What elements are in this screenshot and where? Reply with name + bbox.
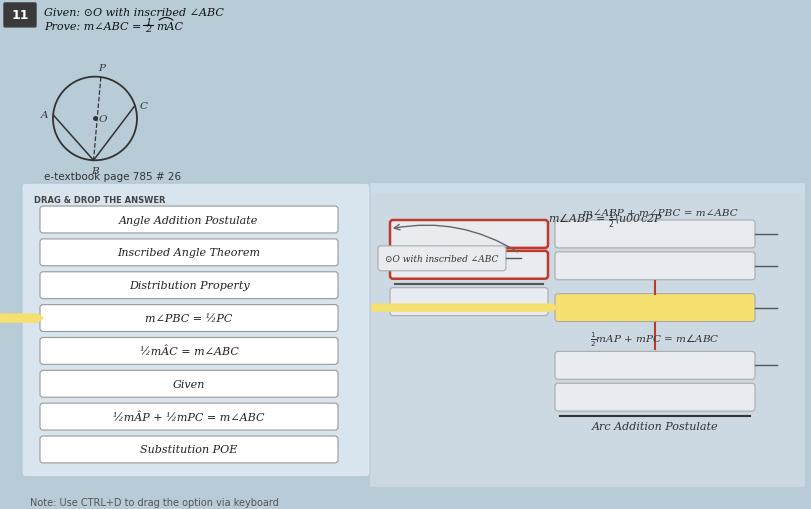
FancyBboxPatch shape	[40, 436, 337, 463]
Text: m∠PBC = ½PC: m∠PBC = ½PC	[145, 314, 233, 323]
FancyBboxPatch shape	[389, 251, 547, 279]
FancyBboxPatch shape	[554, 352, 754, 380]
Text: Inscribed Angle Theorem: Inscribed Angle Theorem	[118, 248, 260, 258]
FancyBboxPatch shape	[554, 294, 754, 322]
FancyBboxPatch shape	[370, 184, 804, 482]
FancyBboxPatch shape	[40, 239, 337, 266]
Text: m∠ABP + m∠PBC = m∠ABC: m∠ABP + m∠PBC = m∠ABC	[582, 209, 736, 218]
FancyArrow shape	[371, 304, 556, 312]
Text: ½mÂP + ½mPC = m∠ABC: ½mÂP + ½mPC = m∠ABC	[113, 412, 264, 422]
Text: 1: 1	[144, 18, 151, 27]
Text: C: C	[139, 102, 148, 111]
Text: O: O	[99, 115, 107, 124]
Text: Note: Use CTRL+D to drag the option via keyboard: Note: Use CTRL+D to drag the option via …	[30, 497, 278, 507]
FancyArrow shape	[0, 315, 43, 322]
Text: DRAG & DROP THE ANSWER: DRAG & DROP THE ANSWER	[34, 196, 165, 205]
FancyBboxPatch shape	[22, 184, 370, 477]
FancyBboxPatch shape	[389, 220, 547, 248]
FancyBboxPatch shape	[554, 383, 754, 411]
Text: Given: ⊙O with inscribed ∠ABC: Given: ⊙O with inscribed ∠ABC	[44, 8, 224, 18]
FancyBboxPatch shape	[4, 4, 36, 28]
Text: Substitution POE: Substitution POE	[140, 444, 238, 455]
Text: ⊙O with inscribed ∠ABC: ⊙O with inscribed ∠ABC	[385, 254, 498, 263]
Text: m$\angle$ABP = $\frac{1}{2}$\u00c2P: m$\angle$ABP = $\frac{1}{2}$\u00c2P	[547, 209, 662, 230]
FancyBboxPatch shape	[389, 288, 547, 316]
Text: mAC: mAC	[156, 22, 182, 32]
FancyBboxPatch shape	[40, 207, 337, 234]
FancyBboxPatch shape	[554, 220, 754, 248]
Text: Given: Given	[173, 379, 205, 389]
FancyBboxPatch shape	[370, 194, 804, 487]
FancyBboxPatch shape	[378, 246, 505, 271]
Text: Arc Addition Postulate: Arc Addition Postulate	[591, 421, 718, 431]
Text: Angle Addition Postulate: Angle Addition Postulate	[119, 215, 259, 225]
FancyBboxPatch shape	[40, 403, 337, 430]
FancyBboxPatch shape	[40, 371, 337, 398]
Text: A: A	[41, 111, 48, 120]
Text: $\frac{1}{2}$mAP + mPC = m$\angle$ABC: $\frac{1}{2}$mAP + mPC = m$\angle$ABC	[590, 330, 719, 348]
Text: 2: 2	[144, 25, 151, 34]
Text: B: B	[91, 167, 98, 176]
Text: Prove: m∠ABC =: Prove: m∠ABC =	[44, 22, 144, 32]
Text: ½mÂC = m∠ABC: ½mÂC = m∠ABC	[139, 346, 238, 356]
Text: e-textbook page 785 # 26: e-textbook page 785 # 26	[44, 172, 181, 182]
Text: 11: 11	[11, 9, 28, 22]
FancyBboxPatch shape	[40, 305, 337, 332]
Text: Distribution Property: Distribution Property	[128, 280, 249, 291]
FancyBboxPatch shape	[40, 338, 337, 364]
FancyBboxPatch shape	[40, 272, 337, 299]
FancyBboxPatch shape	[554, 252, 754, 280]
Text: P: P	[98, 64, 105, 73]
